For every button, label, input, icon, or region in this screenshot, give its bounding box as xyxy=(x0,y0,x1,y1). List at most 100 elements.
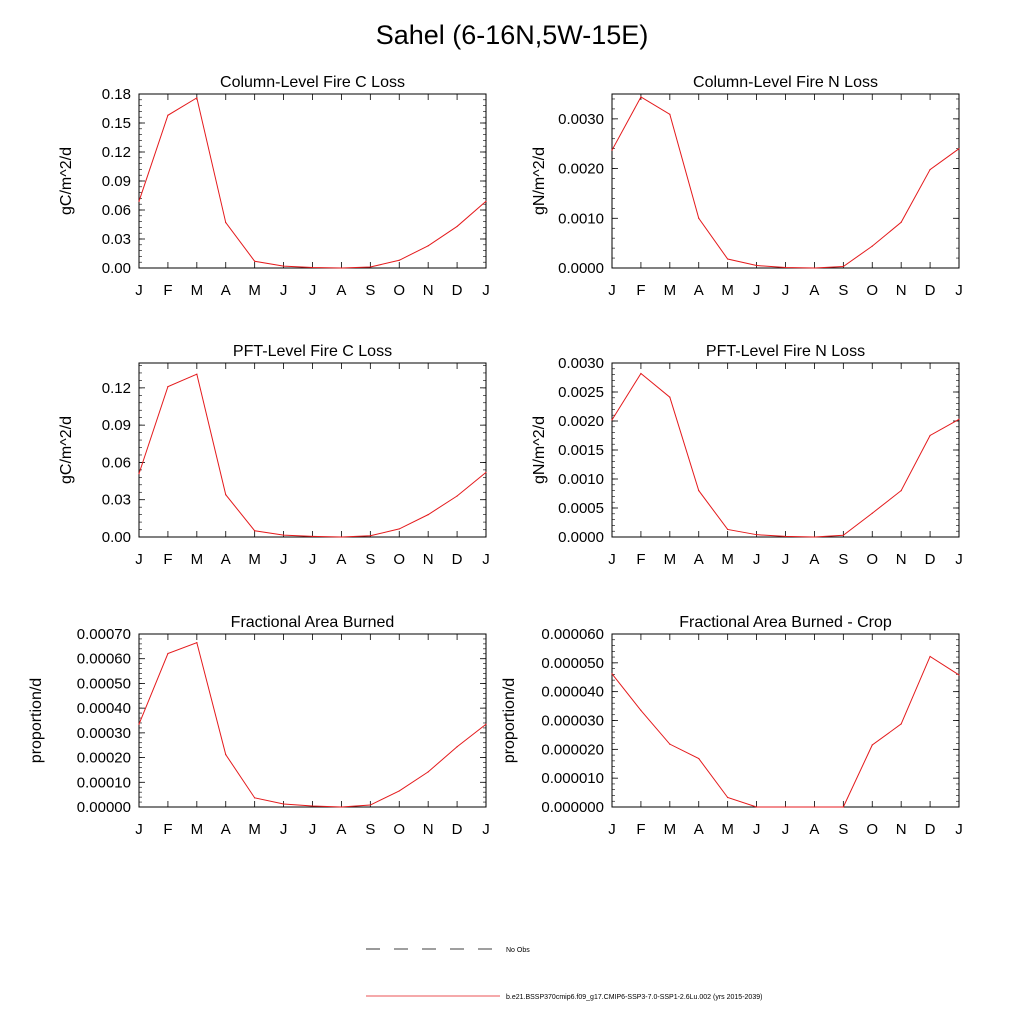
data-point xyxy=(485,471,487,473)
data-point xyxy=(427,514,429,516)
data-point xyxy=(813,267,816,269)
x-tick-label: M xyxy=(664,282,677,299)
data-point xyxy=(340,806,343,808)
x-tick-label: J xyxy=(309,551,317,568)
x-tick-label: F xyxy=(636,821,645,838)
data-point xyxy=(958,418,960,420)
chart-title: Column-Level Fire N Loss xyxy=(693,74,878,91)
x-tick-label: M xyxy=(191,282,204,299)
data-point xyxy=(225,221,227,224)
chart-panel-3: J F M A M J J A S O N D J0.000.030.060.090.12PFT-Lev… xyxy=(58,343,490,568)
data-point xyxy=(871,744,873,746)
y-tick-label: 0.00 xyxy=(102,529,131,546)
x-tick-label: F xyxy=(636,551,645,568)
data-point xyxy=(485,723,487,725)
data-point xyxy=(427,245,429,247)
x-tick-label: A xyxy=(336,551,346,568)
x-tick-label: J xyxy=(135,821,143,838)
data-point xyxy=(871,512,873,514)
data-point xyxy=(167,652,169,655)
y-tick-label: 0.000040 xyxy=(541,684,604,701)
y-tick-label: 0.03 xyxy=(102,492,131,509)
data-point xyxy=(398,259,400,261)
y-tick-label: 0.0030 xyxy=(558,111,604,128)
data-point xyxy=(369,266,371,268)
x-tick-label: D xyxy=(452,282,463,299)
data-point xyxy=(282,534,285,536)
x-tick-label: O xyxy=(393,282,405,299)
x-tick-label: J xyxy=(782,282,790,299)
data-point xyxy=(784,535,787,538)
x-tick-label: A xyxy=(809,821,819,838)
x-tick-label: J xyxy=(782,551,790,568)
data-point xyxy=(929,655,931,658)
data-point xyxy=(640,709,642,712)
data-point xyxy=(340,267,343,269)
data-point xyxy=(813,536,816,538)
data-point xyxy=(398,528,400,530)
x-tick-label: N xyxy=(423,282,434,299)
data-point xyxy=(958,674,960,676)
x-tick-label: S xyxy=(365,282,375,299)
x-tick-label: O xyxy=(393,821,405,838)
y-tick-label: 0.000020 xyxy=(541,741,604,758)
x-tick-label: N xyxy=(896,821,907,838)
y-axis-label: gN/m^2/d xyxy=(531,147,548,215)
data-point xyxy=(311,535,314,537)
x-tick-label: D xyxy=(452,551,463,568)
page-title: Sahel (6-16N,5W-15E) xyxy=(375,20,649,50)
y-tick-label: 0.000000 xyxy=(541,799,604,816)
y-tick-label: 0.00030 xyxy=(77,725,131,742)
x-tick-label: O xyxy=(866,551,878,568)
x-tick-label: M xyxy=(191,551,204,568)
data-point xyxy=(254,260,256,262)
x-tick-label: M xyxy=(664,551,677,568)
data-point xyxy=(842,534,844,536)
x-tick-label: M xyxy=(721,551,734,568)
data-point xyxy=(640,96,642,98)
data-point xyxy=(900,221,902,223)
x-tick-label: D xyxy=(925,821,936,838)
data-point xyxy=(456,746,458,748)
data-point xyxy=(929,434,931,437)
data-point xyxy=(727,796,729,799)
chart-title: PFT-Level Fire N Loss xyxy=(706,343,865,360)
x-tick-label: A xyxy=(809,551,819,568)
data-point xyxy=(611,149,613,151)
chart-title: PFT-Level Fire C Loss xyxy=(233,343,392,360)
x-tick-label: F xyxy=(163,282,172,299)
x-tick-label: A xyxy=(694,821,704,838)
x-tick-label: J xyxy=(753,821,761,838)
x-tick-label: J xyxy=(753,282,761,299)
x-tick-label: M xyxy=(721,821,734,838)
x-tick-label: A xyxy=(221,821,231,838)
y-axis-label: gC/m^2/d xyxy=(58,416,75,484)
data-point xyxy=(929,168,931,171)
data-point xyxy=(669,743,671,745)
y-tick-label: 0.00040 xyxy=(77,700,131,717)
chart-title: Column-Level Fire C Loss xyxy=(220,74,405,91)
data-point xyxy=(755,534,758,536)
data-point xyxy=(138,723,140,725)
data-point xyxy=(727,258,729,260)
x-tick-label: J xyxy=(482,282,490,299)
data-point xyxy=(900,490,902,492)
x-tick-label: F xyxy=(163,551,172,568)
chart-panel-6: J F M A M J J A S O N D J0.0000000.0000100.0000200.0… xyxy=(501,614,963,838)
x-tick-label: D xyxy=(925,282,936,299)
data-point xyxy=(755,264,758,267)
x-tick-label: J xyxy=(782,821,790,838)
data-point xyxy=(196,642,198,644)
data-point xyxy=(784,266,787,269)
x-tick-label: A xyxy=(336,821,346,838)
data-point xyxy=(138,473,140,475)
data-point xyxy=(842,265,844,268)
y-tick-label: 0.06 xyxy=(102,202,131,219)
x-tick-label: S xyxy=(838,821,848,838)
x-tick-label: J xyxy=(135,551,143,568)
x-tick-label: M xyxy=(191,821,204,838)
x-tick-label: O xyxy=(866,821,878,838)
x-tick-label: N xyxy=(423,821,434,838)
